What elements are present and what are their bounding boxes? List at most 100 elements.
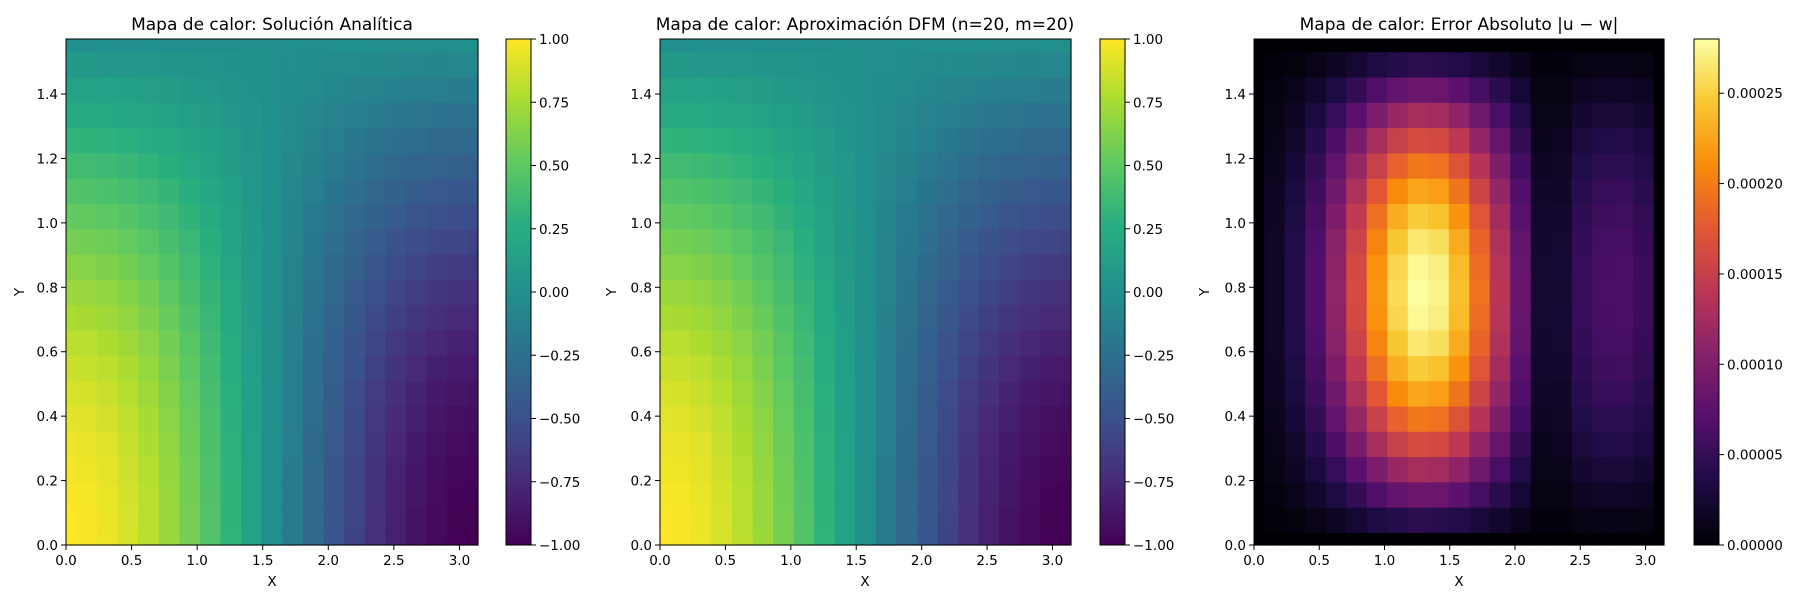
heatmap-cell: [426, 355, 448, 382]
heatmap-cell: [978, 76, 1000, 103]
heatmap-cell: [447, 178, 469, 205]
heatmap-cell: [467, 203, 479, 230]
heatmap-cell: [179, 178, 201, 205]
heatmap-cell: [1428, 329, 1450, 356]
heatmap-cell: [670, 380, 692, 407]
heatmap-cell: [814, 532, 836, 546]
heatmap-cell: [1530, 279, 1552, 306]
heatmap-cell: [426, 39, 448, 53]
heatmap-cell: [1592, 431, 1614, 458]
heatmap-cell: [1040, 254, 1062, 280]
heatmap-cell: [117, 51, 139, 78]
heatmap-cell: [405, 507, 428, 533]
colorbar-tick-label: −1.00: [1133, 538, 1174, 554]
heatmap-cell: [1325, 76, 1347, 103]
heatmap-cell: [1530, 456, 1552, 483]
heatmap-cell: [1254, 431, 1265, 458]
heatmap-cell: [1019, 431, 1041, 458]
heatmap-cell: [1254, 507, 1265, 533]
heatmap-cell: [1387, 405, 1409, 432]
heatmap-cell: [814, 380, 836, 407]
heatmap-cell: [117, 329, 139, 356]
heatmap-cell: [1305, 532, 1327, 546]
heatmap-cell: [1019, 279, 1041, 306]
heatmap-cell: [1551, 76, 1573, 103]
heatmap-cell: [1264, 39, 1286, 53]
heatmap-cell: [711, 178, 733, 205]
heatmap-cell: [405, 532, 428, 546]
heatmap-cell: [1469, 178, 1491, 205]
heatmap-cell: [199, 127, 222, 154]
heatmap-cell: [916, 178, 939, 205]
heatmap-cell: [405, 178, 428, 205]
heatmap-cell: [364, 228, 386, 255]
heatmap-cell: [158, 481, 180, 508]
heatmap-cell: [1366, 51, 1388, 78]
heatmap-cell: [916, 329, 939, 356]
y-tick: 0.0: [631, 538, 660, 554]
heatmap-cell: [426, 304, 448, 331]
heatmap-cell: [117, 380, 139, 407]
heatmap-cell: [241, 507, 263, 533]
heatmap-cell: [875, 102, 897, 129]
heatmap-cell: [1592, 228, 1614, 255]
y-tick: 0.4: [1225, 409, 1254, 425]
heatmap-cell: [1592, 203, 1614, 230]
heatmap-cell: [1653, 279, 1665, 306]
heatmap-cell: [1264, 152, 1286, 179]
heatmap-cell: [1530, 102, 1552, 129]
heatmap-cell: [660, 405, 671, 432]
heatmap-cell: [1428, 279, 1450, 306]
heatmap-cell: [1448, 178, 1470, 205]
heatmap-cell: [1489, 481, 1511, 508]
heatmap-cell: [773, 39, 795, 53]
heatmap-cell: [1633, 304, 1655, 331]
heatmap-cell: [385, 254, 407, 280]
heatmap-cell: [405, 254, 428, 280]
y-tick: 0.6: [631, 345, 660, 361]
heatmap-cell: [302, 279, 325, 306]
heatmap-cell: [385, 355, 407, 382]
heatmap-cell: [323, 481, 345, 508]
x-tick-label: 1.5: [1439, 553, 1460, 569]
heatmap-cell: [179, 76, 201, 103]
heatmap-cell: [158, 507, 180, 533]
heatmap-cell: [220, 507, 242, 533]
heatmap-cell: [1571, 507, 1593, 533]
heatmap-cell: [261, 51, 283, 78]
x-tick: 0.0: [55, 545, 77, 569]
heatmap-cell: [1633, 507, 1655, 533]
y-tick: 0.4: [37, 409, 66, 425]
colorbar-tick: −0.75: [531, 475, 580, 491]
heatmap-cell: [364, 127, 386, 154]
heatmap-cell: [1530, 254, 1552, 280]
heatmap-cell: [199, 39, 222, 53]
y-tick-label: 1.0: [37, 216, 58, 232]
heatmap-cell: [66, 279, 77, 306]
heatmap-cell: [467, 254, 479, 280]
heatmap-cell: [1264, 304, 1286, 331]
heatmap-cell: [896, 380, 918, 407]
heatmap-cell: [937, 456, 959, 483]
heatmap-cell: [752, 279, 774, 306]
heatmap-cell: [875, 405, 897, 432]
heatmap-cell: [978, 405, 1000, 432]
heatmap-cell: [1264, 456, 1286, 483]
heatmap-cell: [1612, 228, 1634, 255]
heatmap-cell: [344, 456, 366, 483]
heatmap-cell: [670, 152, 692, 179]
heatmap-cell: [814, 507, 836, 533]
heatmap-cell: [1040, 507, 1062, 533]
heatmap-cell: [323, 532, 345, 546]
heatmap-cell: [447, 76, 469, 103]
colorbar-tick: 0.00000: [1719, 538, 1783, 554]
heatmap-cell: [426, 481, 448, 508]
colorbar-tick-label: −0.25: [1133, 348, 1174, 364]
heatmap-cell: [1060, 329, 1072, 356]
heatmap-cell: [1346, 102, 1368, 129]
heatmap-cell: [999, 431, 1021, 458]
heatmap-cell: [752, 127, 774, 154]
y-tick-label: 1.2: [1225, 151, 1246, 167]
heatmap-cell: [978, 51, 1000, 78]
heatmap-cell: [690, 456, 712, 483]
